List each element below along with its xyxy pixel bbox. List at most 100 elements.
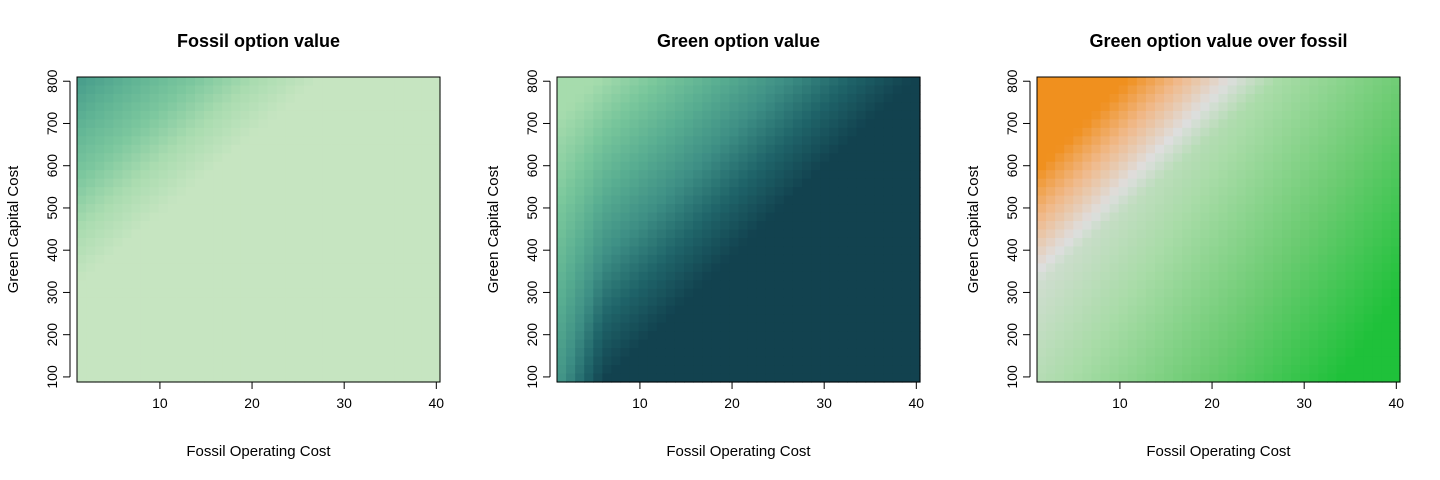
heatmap-cell — [258, 195, 269, 205]
heatmap-cell — [149, 110, 160, 120]
heatmap-cell — [1091, 314, 1102, 324]
heatmap-cell — [1245, 195, 1256, 205]
heatmap-cell — [1145, 229, 1156, 239]
heatmap-cell — [1327, 136, 1338, 146]
heatmap-cell — [575, 314, 585, 324]
heatmap-cell — [385, 229, 396, 239]
heatmap-cell — [720, 339, 731, 349]
heatmap-cell — [394, 144, 405, 154]
heatmap-cell — [847, 237, 858, 248]
heatmap-cell — [376, 271, 387, 281]
heatmap-cell — [113, 348, 123, 358]
heatmap-cell — [95, 85, 105, 95]
heatmap-cell — [1227, 195, 1238, 205]
heatmap-cell — [765, 229, 776, 239]
heatmap-cell — [575, 288, 585, 298]
heatmap-cell — [231, 356, 241, 366]
heatmap-cell — [1390, 153, 1401, 163]
x-axis-label: Fossil Operating Cost — [666, 443, 811, 460]
heatmap-cell — [240, 195, 251, 205]
heatmap-cell — [204, 195, 214, 205]
heatmap-cell — [593, 339, 603, 349]
heatmap-cell — [167, 187, 178, 197]
heatmap-cell — [1173, 136, 1183, 146]
heatmap-cell — [185, 237, 196, 248]
heatmap-cell — [802, 322, 812, 332]
heatmap-cell — [322, 221, 332, 231]
heatmap-cell — [204, 314, 214, 324]
heatmap-cell — [1254, 144, 1265, 154]
heatmap-cell — [593, 204, 603, 214]
heatmap-cell — [131, 110, 142, 120]
heatmap-cell — [1218, 221, 1229, 231]
heatmap-cell — [1372, 356, 1383, 366]
heatmap-cell — [213, 356, 223, 366]
heatmap-cell — [811, 331, 821, 341]
heatmap-cell — [267, 136, 278, 146]
heatmap-cell — [575, 373, 585, 383]
heatmap-cell — [104, 237, 114, 248]
heatmap-cell — [222, 314, 232, 324]
heatmap-cell — [738, 297, 749, 307]
heatmap-cell — [1291, 153, 1301, 163]
heatmap-cell — [856, 93, 867, 104]
heatmap-cell — [349, 77, 359, 87]
heatmap-cell — [674, 102, 685, 112]
heatmap-cell — [113, 153, 123, 163]
heatmap-cell — [167, 356, 178, 366]
heatmap-cell — [1254, 136, 1265, 146]
heatmap-cell — [267, 339, 278, 349]
heatmap-cell — [883, 178, 894, 188]
heatmap-cell — [765, 246, 776, 256]
heatmap-cell — [430, 271, 441, 281]
heatmap-cell — [1037, 322, 1047, 332]
heatmap-cell — [575, 237, 585, 248]
heatmap-cell — [249, 221, 260, 231]
heatmap-cell — [656, 305, 667, 315]
heatmap-cell — [194, 204, 205, 214]
heatmap-cell — [1327, 221, 1338, 231]
heatmap-cell — [1109, 204, 1120, 214]
heatmap-cell — [1055, 127, 1065, 137]
heatmap-cell — [1182, 356, 1192, 366]
heatmap-cell — [1182, 187, 1192, 197]
heatmap-cell — [122, 280, 133, 290]
heatmap-cell — [1091, 77, 1102, 87]
heatmap-cell — [1309, 161, 1319, 171]
heatmap-cell — [865, 339, 876, 349]
heatmap-cell — [693, 212, 703, 222]
heatmap-cell — [1336, 110, 1347, 120]
heatmap-cell — [1236, 204, 1247, 214]
heatmap-cell — [312, 314, 323, 324]
heatmap-cell — [158, 288, 169, 298]
heatmap-cell — [720, 85, 731, 95]
heatmap-cell — [213, 102, 223, 112]
heatmap-cell — [856, 373, 867, 383]
heatmap-cell — [367, 102, 378, 112]
heatmap-cell — [349, 365, 359, 375]
heatmap-cell — [738, 254, 749, 264]
heatmap-cell — [1327, 331, 1338, 341]
heatmap-cell — [838, 204, 848, 214]
heatmap-cell — [349, 102, 359, 112]
heatmap-cell — [1363, 373, 1374, 383]
heatmap-cell — [811, 356, 821, 366]
y-tick-label: 100 — [524, 365, 540, 389]
heatmap-cell — [1145, 339, 1156, 349]
heatmap-cell — [892, 246, 903, 256]
heatmap-cell — [1200, 195, 1211, 205]
heatmap-cell — [267, 263, 278, 273]
x-tick-label: 10 — [632, 395, 648, 411]
heatmap-cell — [1118, 288, 1129, 298]
heatmap-cell — [312, 221, 323, 231]
heatmap-cell — [901, 212, 912, 222]
heatmap-cell — [303, 187, 314, 197]
heatmap-cell — [430, 77, 441, 87]
heatmap-cell — [1082, 204, 1093, 214]
heatmap-cell — [1390, 288, 1401, 298]
heatmap-cell — [1037, 254, 1047, 264]
heatmap-cell — [1263, 221, 1274, 231]
heatmap-cell — [358, 322, 368, 332]
heatmap-cell — [1309, 305, 1319, 315]
heatmap-cell — [1227, 288, 1238, 298]
